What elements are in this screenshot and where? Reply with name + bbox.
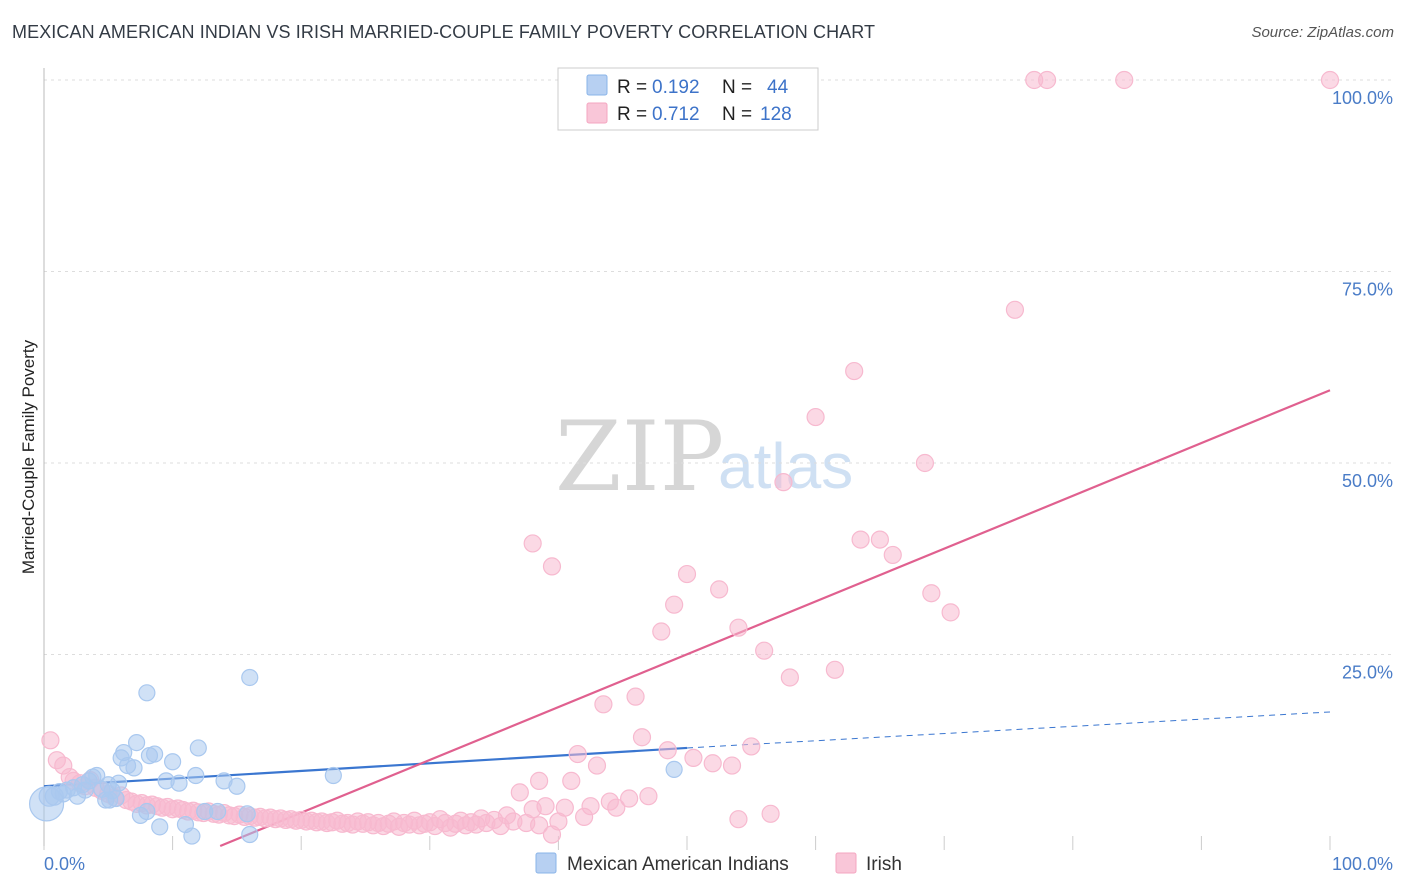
- irish-point: [806, 407, 825, 427]
- irish-point: [530, 771, 549, 790]
- mexican-point: [241, 668, 259, 687]
- irish-point: [536, 797, 555, 816]
- x-tick-label: 0.0%: [44, 854, 85, 874]
- irish-point: [632, 728, 652, 747]
- irish-point: [658, 741, 677, 760]
- irish-point: [1320, 70, 1340, 90]
- irish-point: [780, 668, 799, 687]
- irish-point: [729, 618, 748, 637]
- watermark-atlas: atlas: [718, 430, 853, 502]
- legend: R = 0.192 N = 44 R = 0.712 N = 128: [557, 67, 819, 131]
- mexican-point: [238, 805, 256, 823]
- y-tick-label: 25.0%: [1342, 663, 1393, 683]
- mexican-point: [138, 802, 156, 821]
- irish-point: [542, 557, 562, 576]
- irish-point: [555, 798, 574, 817]
- irish-point: [1005, 300, 1025, 319]
- mexican-point: [127, 733, 146, 752]
- legend-r-value: 0.712: [652, 104, 700, 125]
- mexican-point: [187, 766, 205, 785]
- irish-point: [825, 660, 844, 679]
- legend-r-label: R =: [617, 77, 647, 98]
- irish-point: [684, 748, 703, 768]
- legend-n-label: N =: [722, 104, 752, 125]
- mexican-point: [109, 774, 128, 792]
- bottom-legend-swatch-mexican: [535, 852, 557, 874]
- irish-point: [587, 756, 607, 775]
- irish-point: [774, 473, 793, 492]
- irish-point: [510, 783, 529, 802]
- mexican-point: [125, 759, 143, 777]
- irish-point: [851, 530, 870, 549]
- irish-point: [562, 771, 581, 790]
- mexican-point: [164, 753, 182, 771]
- irish-point: [581, 797, 600, 816]
- irish-point: [710, 580, 729, 599]
- irish-point: [607, 798, 626, 817]
- mexican-point: [183, 827, 201, 845]
- legend-n-value: 44: [767, 77, 789, 98]
- y-tick-label: 50.0%: [1342, 471, 1393, 491]
- irish-point: [755, 641, 774, 660]
- legend-n-value: 128: [760, 104, 792, 125]
- irish-point: [523, 534, 542, 553]
- mexican-point: [665, 760, 683, 779]
- watermark-zip: ZIP: [555, 401, 724, 513]
- irish-point: [742, 737, 761, 756]
- y-axis-label: Married-Couple Family Poverty: [19, 339, 38, 574]
- bottom-legend: Mexican American Indians Irish: [535, 852, 902, 875]
- y-tick-label: 75.0%: [1342, 280, 1393, 300]
- chart-title: MEXICAN AMERICAN INDIAN VS IRISH MARRIED…: [12, 22, 876, 42]
- irish-point: [729, 810, 748, 829]
- irish-point: [568, 744, 587, 764]
- irish-point: [761, 804, 780, 823]
- bottom-legend-label-irish: Irish: [866, 854, 902, 875]
- irish-point: [941, 603, 960, 622]
- irish-point: [915, 453, 935, 473]
- bottom-legend-label-mexican: Mexican American Indians: [567, 854, 789, 875]
- mexican-point: [189, 739, 207, 757]
- irish-point: [922, 584, 941, 603]
- irish-trendline: [219, 389, 1331, 848]
- irish-point: [703, 754, 722, 773]
- legend-r-label: R =: [617, 104, 647, 125]
- irish-point: [639, 787, 658, 806]
- legend-r-value: 0.192: [652, 77, 700, 98]
- y-tick-labels: 25.0% 50.0% 75.0% 100.0%: [1332, 88, 1393, 683]
- irish-point: [722, 756, 742, 775]
- x-tick-label: 100.0%: [1332, 854, 1393, 874]
- x-tick-labels: 0.0% 100.0%: [44, 854, 1393, 874]
- y-tick-label: 100.0%: [1332, 88, 1393, 108]
- mexican-point: [228, 777, 246, 795]
- irish-point: [845, 361, 864, 381]
- source-credit: Source: ZipAtlas.com: [1251, 24, 1394, 41]
- irish-point: [626, 687, 645, 706]
- legend-n-label: N =: [722, 77, 752, 98]
- irish-point: [594, 695, 613, 714]
- irish-point: [620, 789, 639, 808]
- mexican-point: [170, 774, 188, 792]
- mexican-point: [324, 766, 342, 785]
- irish-point: [665, 595, 684, 614]
- irish-point: [530, 816, 549, 835]
- irish-point: [41, 731, 60, 750]
- mexican-point: [209, 802, 227, 821]
- mexican-point: [151, 818, 169, 836]
- irish-point: [883, 545, 902, 565]
- data-points: [28, 70, 1340, 845]
- irish-point: [1037, 70, 1057, 90]
- irish-point: [1115, 70, 1134, 90]
- legend-swatch-irish: [586, 102, 608, 124]
- irish-point: [677, 564, 697, 584]
- mexican-point: [145, 745, 164, 763]
- mexican-point: [138, 684, 156, 702]
- bottom-legend-swatch-irish: [835, 852, 857, 874]
- legend-swatch-mexican: [586, 74, 608, 96]
- irish-point: [870, 530, 890, 549]
- irish-point: [652, 622, 671, 641]
- mexican-trendline-extension: [686, 711, 1331, 749]
- mexican-point: [241, 825, 259, 844]
